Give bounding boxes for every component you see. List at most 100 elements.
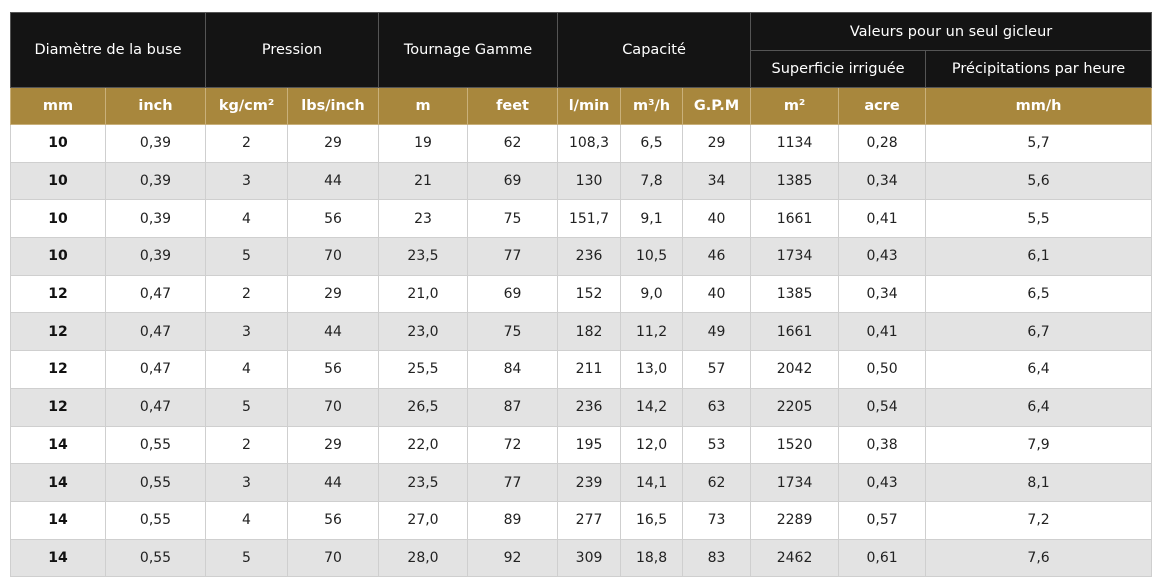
cell: 62 — [682, 463, 752, 502]
cell: 4 — [205, 500, 288, 540]
cell: 0,28 — [838, 124, 927, 163]
cell: 309 — [557, 538, 622, 578]
unit-header: inch — [105, 87, 206, 125]
unit-header: G.P.M — [682, 87, 752, 125]
cell: 26,5 — [378, 387, 469, 427]
cell: 77 — [467, 237, 559, 276]
unit-header: feet — [467, 87, 559, 125]
cell: 70 — [286, 237, 380, 276]
cell: 277 — [557, 500, 622, 540]
cell: 7,8 — [620, 161, 684, 201]
cell: 195 — [557, 425, 622, 465]
cell: 10,5 — [620, 237, 684, 276]
cell: 23,0 — [378, 312, 469, 352]
cell: 2 — [205, 124, 288, 163]
cell: 23,5 — [378, 237, 469, 276]
cell: 0,43 — [838, 237, 927, 276]
cell: 14 — [10, 425, 106, 465]
cell: 29 — [682, 124, 752, 163]
cell: 12 — [10, 274, 106, 314]
cell: 5 — [205, 387, 288, 427]
cell: 63 — [682, 387, 752, 427]
cell: 0,55 — [105, 538, 206, 578]
cell: 0,47 — [105, 350, 206, 389]
cell: 69 — [467, 274, 559, 314]
cell: 27,0 — [378, 500, 469, 540]
table-head: Diamètre de la buse Pression Tournage Gamm… — [10, 12, 1153, 125]
cell: 6,7 — [925, 312, 1153, 352]
cell: 1661 — [750, 312, 840, 352]
cell: 0,50 — [838, 350, 927, 389]
cell: 2042 — [750, 350, 840, 389]
cell: 23,5 — [378, 463, 469, 502]
cell: 84 — [467, 350, 559, 389]
cell: 69 — [467, 161, 559, 201]
cell: 0,39 — [105, 161, 206, 201]
cell: 1385 — [750, 274, 840, 314]
cell: 6,5 — [925, 274, 1153, 314]
cell: 29 — [286, 274, 380, 314]
data-row: 14 0,55 5 70 28,0 92 309 18,8 83 2462 0,61 7,6 — [10, 538, 1153, 578]
data-row: 14 0,55 3 44 23,5 77 239 14,1 62 1734 0,43 8,1 — [10, 463, 1153, 502]
group-header: Capacité — [557, 12, 752, 88]
unit-header: m — [378, 87, 469, 125]
cell: 92 — [467, 538, 559, 578]
cell: 57 — [682, 350, 752, 389]
data-row: 12 0,47 3 44 23,0 75 182 11,2 49 1661 0,41 6,7 — [10, 312, 1153, 352]
cell: 12 — [10, 350, 106, 389]
cell: 2289 — [750, 500, 840, 540]
cell: 0,47 — [105, 312, 206, 352]
cell: 211 — [557, 350, 622, 389]
cell: 16,5 — [620, 500, 684, 540]
cell: 56 — [286, 199, 380, 239]
cell: 6,1 — [925, 237, 1153, 276]
cell: 13,0 — [620, 350, 684, 389]
cell: 239 — [557, 463, 622, 502]
cell: 53 — [682, 425, 752, 465]
cell: 87 — [467, 387, 559, 427]
cell: 22,0 — [378, 425, 469, 465]
cell: 2462 — [750, 538, 840, 578]
header-row: Diamètre de la buse Pression Tournage Gamm… — [10, 12, 1153, 88]
cell: 0,61 — [838, 538, 927, 578]
cell: 0,57 — [838, 500, 927, 540]
subgroup-header: Précipitations par heure — [925, 50, 1153, 88]
cell: 10 — [10, 199, 106, 239]
units-row: mm inch kg/cm² lbs/inch m feet l/min m³/h G.P.M m… — [10, 87, 1153, 125]
cell: 29 — [286, 425, 380, 465]
cell: 46 — [682, 237, 752, 276]
unit-header: acre — [838, 87, 927, 125]
cell: 14,1 — [620, 463, 684, 502]
cell: 5,5 — [925, 199, 1153, 239]
table-body: 10 0,39 2 29 19 62 108,3 6,5 29 1134 0,28 5,7 10 0,39… — [10, 124, 1153, 578]
cell: 108,3 — [557, 124, 622, 163]
cell: 0,39 — [105, 237, 206, 276]
unit-header: l/min — [557, 87, 622, 125]
subgroup-header: Superficie irriguée — [750, 50, 927, 88]
group-header: Diamètre de la buse — [10, 12, 206, 88]
cell: 40 — [682, 199, 752, 239]
cell: 14 — [10, 463, 106, 502]
cell: 3 — [205, 463, 288, 502]
cell: 1734 — [750, 237, 840, 276]
group-header: Tournage Gamme — [378, 12, 559, 88]
cell: 4 — [205, 199, 288, 239]
cell: 151,7 — [557, 199, 622, 239]
unit-header: lbs/inch — [286, 87, 380, 125]
cell: 8,1 — [925, 463, 1153, 502]
cell: 70 — [286, 538, 380, 578]
cell: 0,34 — [838, 274, 927, 314]
cell: 28,0 — [378, 538, 469, 578]
cell: 152 — [557, 274, 622, 314]
cell: 56 — [286, 500, 380, 540]
subheader-row: Superficie irriguée Précipitations par he… — [11, 50, 1153, 88]
cell: 77 — [467, 463, 559, 502]
cell: 83 — [682, 538, 752, 578]
cell: 4 — [205, 350, 288, 389]
cell: 73 — [682, 500, 752, 540]
cell: 236 — [557, 237, 622, 276]
cell: 0,55 — [105, 463, 206, 502]
cell: 5 — [205, 237, 288, 276]
cell: 130 — [557, 161, 622, 201]
cell: 7,9 — [925, 425, 1153, 465]
